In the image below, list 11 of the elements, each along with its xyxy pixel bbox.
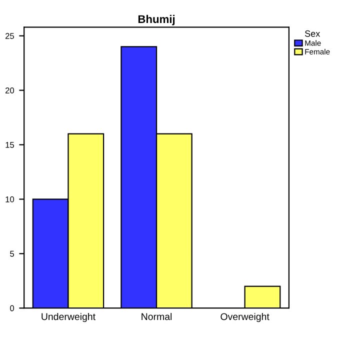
legend-title: Sex [304,30,320,37]
y-tick-label: 10 [6,196,14,202]
y-tick-label: 25 [6,33,14,39]
chart-title: Bhumij [138,14,175,26]
y-tick-label: 20 [6,87,14,94]
y-tick-label: 15 [6,142,14,148]
x-tick-label: Normal [142,312,172,320]
x-tick-label: Underweight [42,312,96,322]
x-tick-label: Overweight [220,312,270,322]
y-tick-label: 5 [10,250,14,257]
y-tick-label: 0 [10,305,14,312]
